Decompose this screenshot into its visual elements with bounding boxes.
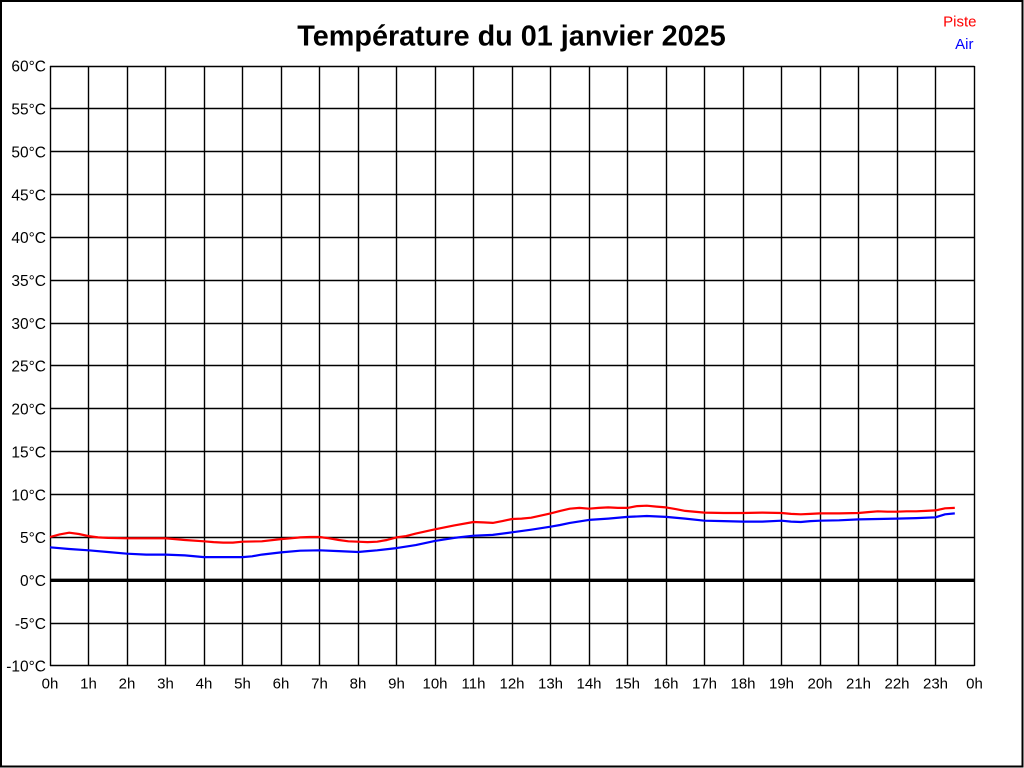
svg-text:60°C: 60°C	[11, 59, 46, 76]
svg-text:22h: 22h	[884, 675, 909, 692]
svg-text:40°C: 40°C	[11, 230, 46, 247]
svg-text:15°C: 15°C	[11, 444, 46, 461]
svg-text:21h: 21h	[846, 675, 871, 692]
svg-text:55°C: 55°C	[11, 102, 46, 119]
svg-text:Piste: Piste	[943, 14, 976, 31]
svg-text:10°C: 10°C	[11, 487, 46, 504]
svg-text:2h: 2h	[119, 675, 136, 692]
svg-text:4h: 4h	[196, 675, 213, 692]
svg-text:Température du 01 janvier 2025: Température du 01 janvier 2025	[297, 20, 725, 52]
svg-text:7h: 7h	[311, 675, 328, 692]
svg-text:20h: 20h	[807, 675, 832, 692]
svg-text:3h: 3h	[157, 675, 174, 692]
svg-text:Air: Air	[955, 36, 973, 53]
svg-text:50°C: 50°C	[11, 144, 46, 161]
svg-text:20°C: 20°C	[11, 402, 46, 419]
svg-text:-5°C: -5°C	[15, 616, 46, 633]
svg-text:8h: 8h	[350, 675, 367, 692]
svg-text:13h: 13h	[538, 675, 563, 692]
svg-text:9h: 9h	[388, 675, 405, 692]
svg-text:17h: 17h	[692, 675, 717, 692]
svg-text:16h: 16h	[653, 675, 678, 692]
svg-text:5°C: 5°C	[20, 530, 46, 547]
svg-text:23h: 23h	[923, 675, 948, 692]
svg-text:15h: 15h	[615, 675, 640, 692]
svg-text:45°C: 45°C	[11, 187, 46, 204]
svg-text:5h: 5h	[234, 675, 251, 692]
svg-text:10h: 10h	[422, 675, 447, 692]
svg-text:18h: 18h	[730, 675, 755, 692]
svg-text:12h: 12h	[499, 675, 524, 692]
svg-text:19h: 19h	[769, 675, 794, 692]
svg-text:35°C: 35°C	[11, 273, 46, 290]
svg-text:1h: 1h	[80, 675, 97, 692]
svg-text:0h: 0h	[966, 675, 983, 692]
svg-text:6h: 6h	[273, 675, 290, 692]
svg-text:11h: 11h	[462, 675, 486, 692]
svg-text:-10°C: -10°C	[6, 659, 46, 676]
svg-text:30°C: 30°C	[11, 316, 46, 333]
svg-text:0h: 0h	[42, 675, 59, 692]
svg-text:25°C: 25°C	[11, 359, 46, 376]
svg-text:14h: 14h	[576, 675, 601, 692]
svg-text:0°C: 0°C	[20, 573, 46, 590]
